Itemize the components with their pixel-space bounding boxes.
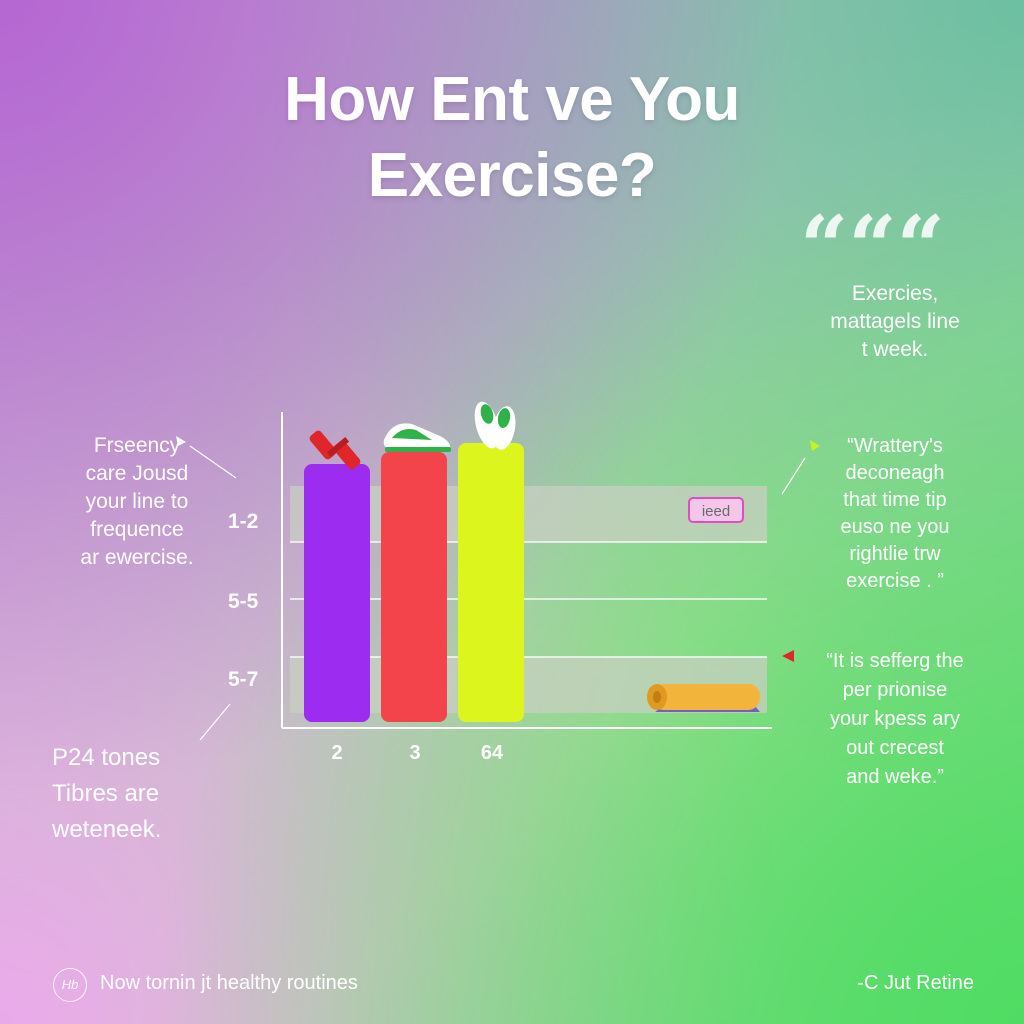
bar-2 xyxy=(304,464,370,722)
status-badge: ieed xyxy=(688,497,744,523)
badge-text: ieed xyxy=(702,503,730,520)
yoga-mat-icon xyxy=(647,684,760,712)
left-note-line: ar ewercise. xyxy=(80,546,194,569)
top-note-line: t week. xyxy=(861,338,929,361)
x-tick-label: 64 xyxy=(481,742,504,764)
bar-64 xyxy=(458,443,524,722)
right-quote-top-line: “Wrattery's xyxy=(847,435,943,457)
pointer-arrow xyxy=(781,457,806,495)
right-quote-bottom: “It is sefferg the per prionise your kpe… xyxy=(800,647,990,792)
quote-mark-icon: “““ xyxy=(800,197,945,296)
right-quote-top-line: exercise . ” xyxy=(846,570,944,592)
left-note-line: frequence xyxy=(90,518,184,541)
right-quote-top-line: deconeagh xyxy=(845,462,945,484)
dumbbell-icon xyxy=(309,430,361,470)
green-shoes-icon xyxy=(474,401,516,450)
brand-logo: Hb xyxy=(53,968,87,1002)
left-bottom-line: weteneek. xyxy=(52,816,162,843)
left-note-line: your line to xyxy=(85,490,189,513)
x-tick-label: 2 xyxy=(331,742,342,764)
left-bottom-note: P24 tones Tibres are weteneek. xyxy=(52,740,202,848)
pointer-arrow-head xyxy=(810,440,820,451)
bar-3 xyxy=(381,452,447,722)
right-quote-bottom-line: per prionise xyxy=(842,679,948,701)
y-tick-label: 5-5 xyxy=(228,590,259,613)
right-quote-top-line: rightlie trw xyxy=(849,543,941,565)
y-tick-label: 5-7 xyxy=(228,668,258,691)
footer-tagline: Now tornin jt healthy routines xyxy=(100,972,358,994)
pointer-arrow xyxy=(199,703,231,741)
x-tick-label: 3 xyxy=(409,742,420,764)
top-note: Exercies, mattagels line t week. xyxy=(800,280,990,364)
top-note-line: Exercies, xyxy=(851,282,939,305)
left-note-line: care Jousd xyxy=(85,462,189,485)
pointer-arrow-head xyxy=(782,650,794,662)
pointer-arrow xyxy=(189,445,237,479)
title-line-1: How Ent ve You xyxy=(284,65,740,134)
top-note-line: mattagels line xyxy=(830,310,960,333)
left-note: Frseency care Jousd your line to frequen… xyxy=(52,432,222,572)
right-quote-bottom-line: and weke.” xyxy=(846,766,944,788)
page-title: How Ent ve You Exercise? xyxy=(0,62,1024,214)
title-line-2: Exercise? xyxy=(367,141,657,210)
right-quote-bottom-line: “It is sefferg the xyxy=(826,650,964,672)
left-bottom-line: Tibres are xyxy=(52,780,160,807)
right-quote-top-line: that time tip xyxy=(843,489,947,511)
sneakers-icon xyxy=(383,423,451,452)
y-tick-label: 1-2 xyxy=(228,510,258,533)
left-bottom-line: P24 tones xyxy=(52,744,161,771)
right-quote-bottom-line: out crecest xyxy=(846,737,944,759)
pointer-arrow-head xyxy=(176,436,186,446)
right-quote-bottom-line: your kpess ary xyxy=(829,708,961,730)
footer-signature: -C Jut Retine xyxy=(857,972,974,994)
right-quote-top: “Wrattery's deconeagh that time tip euso… xyxy=(800,433,990,595)
left-note-line: Frseency xyxy=(93,434,181,457)
right-quote-top-line: euso ne you xyxy=(840,516,950,538)
